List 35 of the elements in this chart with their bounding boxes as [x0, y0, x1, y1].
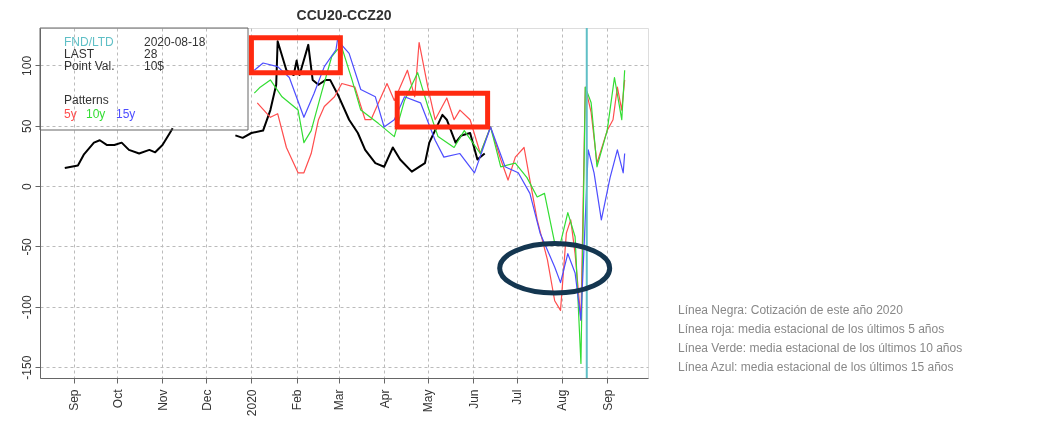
x-tick-label: 2020 [244, 389, 259, 417]
x-tick-label: Oct [110, 388, 125, 409]
line-series [253, 46, 626, 365]
text: Línea Negra: Cotización de este año 2020 [678, 303, 904, 317]
x-tick-label: Aug [555, 389, 570, 411]
text: 5y [64, 107, 77, 121]
x-tick-label: Mar [332, 389, 347, 411]
annotation: LAST [64, 47, 95, 61]
x-tick-label: Jul [510, 389, 525, 405]
annotation: FND/LTD [64, 35, 115, 49]
chart-title: CCU20-CCZ20 [296, 7, 392, 23]
y-tick-label: -100 [19, 294, 34, 320]
x-tick-label: Dec [199, 389, 214, 411]
y-tick-label: 100 [19, 55, 34, 76]
x-tick-label: Feb [290, 389, 305, 411]
y-tick-label: -50 [19, 237, 34, 256]
x-tick-label: Sep [600, 389, 615, 411]
text: Línea Verde: media estacional de los últimos 10 años [678, 341, 963, 355]
y-tick-label: 0 [19, 182, 34, 190]
annotation: 28 [144, 47, 158, 61]
x-tick-label: May [421, 389, 436, 413]
x-tick-label: Sep [67, 389, 82, 411]
text: Línea Azul: media estacional de los últimos 15 años [678, 360, 954, 374]
legend-title: Patterns [64, 93, 109, 107]
annotation: 10$ [144, 59, 165, 73]
y-tick-label: 50 [19, 119, 34, 133]
x-tick-label: Jun [466, 389, 481, 409]
x-tick-label: Apr [377, 389, 392, 409]
text: 15y [116, 107, 136, 121]
text: 10y [86, 107, 106, 121]
y-tick-label: -150 [19, 355, 34, 380]
annotation: 2020-08-18 [144, 35, 206, 49]
annotation: Point Val. [64, 59, 115, 73]
x-tick-label: Nov [155, 389, 170, 411]
text: Línea roja: media estacional de los últimos 5 años [678, 322, 945, 336]
